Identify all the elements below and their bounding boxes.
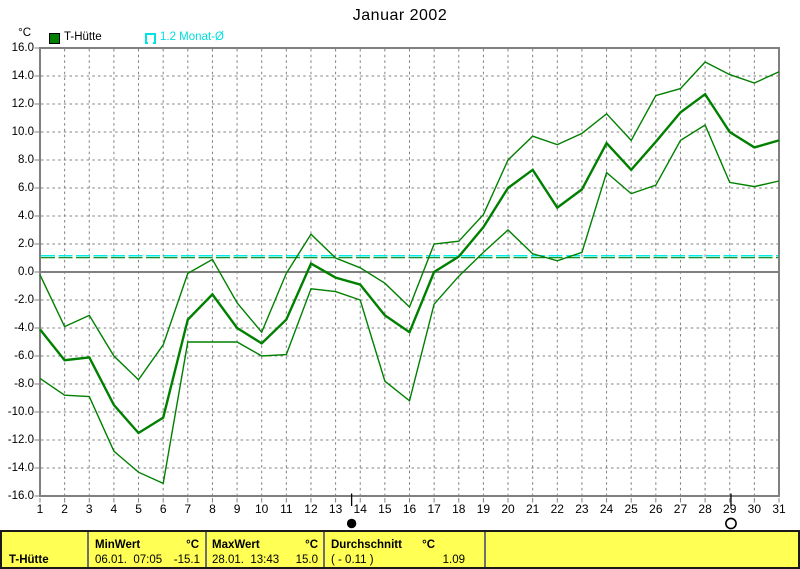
x-axis-label: 12: [304, 502, 318, 516]
durchschnitt-header: Durchschnitt: [331, 539, 402, 551]
x-axis-label: 23: [575, 502, 589, 516]
maxwert-unit: °C: [305, 539, 318, 551]
status-table-border-top: [0, 530, 800, 532]
curve-max: [39, 61, 780, 381]
durchschnitt-unit: °C: [422, 539, 435, 551]
status-table-divider: [323, 532, 325, 567]
y-axis-label: 2.0: [18, 237, 34, 250]
x-axis-label: 7: [184, 502, 192, 516]
x-axis-label: 16: [402, 502, 417, 516]
status-table-divider: [484, 532, 486, 567]
durchschnitt-value: 1.09: [442, 554, 465, 566]
x-axis-label: 29: [723, 502, 737, 516]
curve-mean: [39, 92, 780, 435]
maxwert-value: 15.0: [295, 554, 318, 566]
x-axis-label: 3: [85, 502, 93, 516]
y-axis-label: -8.0: [14, 377, 34, 390]
x-axis-label: 27: [673, 502, 688, 516]
y-axis-label: -12.0: [7, 433, 34, 446]
y-axis-label: -6.0: [14, 349, 34, 362]
x-axis-label: 15: [378, 502, 392, 516]
x-axis-label: 9: [233, 502, 241, 516]
x-axis-label: 1: [36, 502, 44, 516]
x-axis-label: 5: [135, 502, 142, 516]
minwert-unit: °C: [186, 539, 199, 551]
curve-min: [39, 123, 780, 485]
x-axis-label: 30: [747, 502, 762, 516]
maxwert-timestamp: 28.01. 13:43: [212, 554, 280, 566]
series-legend-label: T-Hütte: [64, 31, 102, 43]
y-axis-label: 6.0: [18, 181, 34, 194]
x-axis-label: 28: [698, 502, 712, 516]
x-axis-label: 10: [255, 502, 269, 516]
x-axis-label: 8: [209, 502, 216, 516]
x-axis-label: 4: [110, 502, 118, 516]
page-title: Januar 2002: [352, 7, 448, 24]
minwert-timestamp: 06.01. 07:05: [95, 554, 163, 566]
y-axis-unit-label: °C: [18, 27, 31, 39]
x-axis-label: 24: [599, 502, 614, 516]
x-axis-label: 31: [772, 502, 786, 516]
series-legend-swatch: [49, 33, 60, 44]
y-axis-label: 12.0: [11, 97, 34, 110]
durchschnitt-note: ( - 0.11 ): [331, 554, 374, 566]
x-axis-label: 21: [525, 502, 540, 516]
x-axis-label: 19: [476, 502, 491, 516]
x-axis-label: 18: [452, 502, 466, 516]
average-legend-swatch-notch: [147, 40, 153, 44]
x-axis-label: 2: [61, 502, 68, 516]
minwert-header: MinWert: [95, 539, 141, 551]
x-axis-label: 14: [353, 502, 367, 516]
status-table-border-right: [798, 530, 800, 569]
y-axis-label: -16.0: [7, 489, 34, 502]
y-axis-label: 10.0: [11, 125, 34, 138]
new-moon-icon: [346, 518, 357, 529]
status-table: [0, 530, 800, 569]
status-table-divider: [86, 532, 89, 567]
x-axis-label: 26: [649, 502, 663, 516]
y-axis-label: 14.0: [11, 69, 34, 82]
x-axis-label: 6: [159, 502, 167, 516]
status-table-border-left: [0, 530, 2, 569]
temperature-chart: [34, 47, 780, 530]
y-axis-label: 4.0: [18, 209, 34, 222]
x-axis-label: 11: [280, 502, 293, 516]
y-axis-label: 16.0: [11, 41, 34, 54]
average-legend-label: 1.2 Monat-Ø: [160, 31, 224, 43]
x-axis-label: 25: [624, 502, 638, 516]
minwert-value: -15.1: [173, 554, 200, 566]
x-axis-label: 20: [501, 502, 515, 516]
y-axis-label: -2.0: [14, 293, 34, 306]
x-axis-label: 13: [328, 502, 343, 516]
x-axis-label: 17: [427, 502, 441, 516]
y-axis-label: -4.0: [14, 321, 34, 334]
y-axis-label: -14.0: [7, 461, 34, 474]
x-axis-label: 22: [550, 502, 564, 516]
status-table-divider: [205, 532, 207, 567]
plot-border: [39, 47, 780, 497]
maxwert-header: MaxWert: [212, 539, 260, 551]
full-moon-icon: [725, 517, 737, 530]
y-axis-label: 0.0: [18, 265, 34, 278]
y-axis-label: -10.0: [7, 405, 34, 418]
y-axis-label: 8.0: [18, 153, 34, 166]
status-table-border-bottom: [0, 567, 800, 569]
station-name: T-Hütte: [9, 554, 49, 566]
